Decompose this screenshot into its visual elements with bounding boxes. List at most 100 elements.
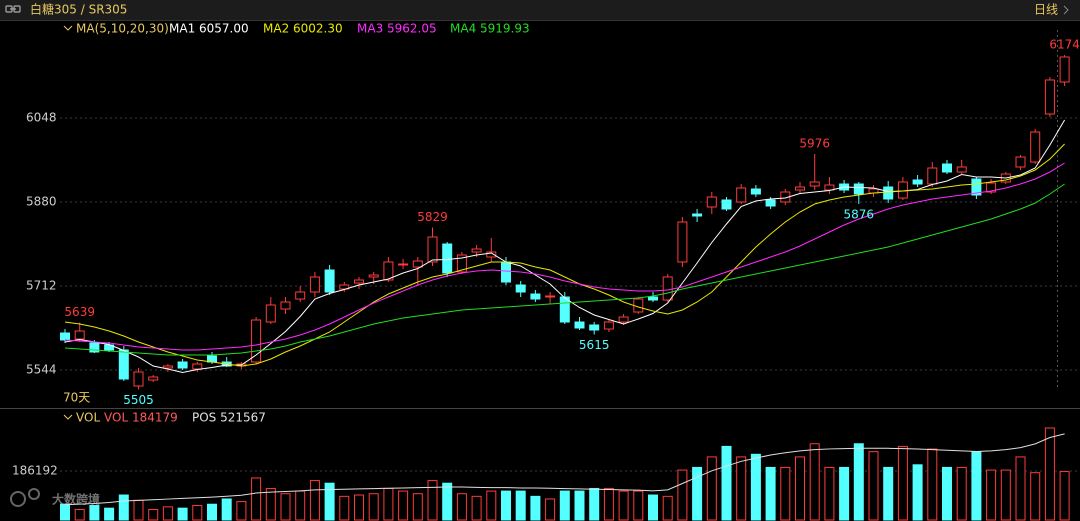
volume-bar [1015, 456, 1026, 521]
volume-bar [824, 466, 835, 521]
volume-bar [589, 487, 600, 521]
volume-bar [354, 494, 364, 521]
volume-bar [839, 466, 850, 521]
y-tick-label: 5712 [26, 279, 57, 293]
volume-bar [868, 451, 879, 521]
volume-bar [633, 490, 644, 521]
range-label: 70天 [63, 391, 90, 405]
volume-bar [515, 490, 526, 521]
volume-bar [765, 466, 776, 521]
volume-tick-label: 186192 [12, 464, 58, 478]
volume-bar [60, 503, 70, 521]
ma-line [64, 162, 1065, 351]
volume-bar [221, 498, 232, 521]
legend-entry: MA3 5962.05 [357, 22, 437, 36]
volume-bar [368, 493, 379, 521]
period-label: 日线 [1034, 3, 1058, 17]
candle-body [942, 163, 952, 173]
candle-body [251, 319, 262, 363]
candle-body [309, 276, 320, 293]
dropdown-arrow [63, 414, 73, 420]
volume-bar [1044, 427, 1055, 521]
candle-body [559, 296, 570, 323]
instrument-title: 白糖305 / SR305 [30, 2, 127, 17]
high-label: 6174 [1049, 38, 1080, 52]
candle-body [324, 269, 335, 293]
volume-bar [545, 498, 556, 521]
volume-bar [456, 493, 467, 521]
candle-body [118, 349, 129, 380]
candle-body [971, 178, 982, 196]
volume-bar [692, 466, 703, 521]
volume-bar [295, 490, 306, 521]
candle-body [956, 166, 967, 173]
high-label: 5829 [417, 210, 448, 224]
volume-bar [207, 503, 217, 521]
volume-bar [251, 477, 262, 521]
watermark: 大数跨境 [10, 488, 100, 507]
volume-bar [398, 490, 409, 521]
candle-body [692, 213, 703, 217]
candle-body [765, 199, 776, 207]
volume-bar [795, 456, 805, 521]
volume-bar [897, 445, 908, 521]
volume-bar [74, 508, 85, 521]
volume-bar [853, 443, 864, 521]
volume-bar [912, 464, 923, 521]
volume-bar [574, 490, 585, 521]
legend-entry: MA2 6002.30 [263, 22, 343, 36]
volume-bar [118, 494, 129, 521]
candle-body [986, 182, 997, 193]
volume-bar [412, 493, 423, 521]
volume-bar [486, 490, 497, 521]
volume-bar [809, 443, 820, 521]
volume-bar [677, 469, 688, 521]
candle-body [750, 188, 761, 195]
candle-body [148, 376, 159, 381]
candle-body [736, 187, 747, 203]
candle-body [809, 181, 820, 187]
candle-body [295, 291, 306, 300]
volume-label: VOL [76, 411, 100, 425]
candle-body [74, 330, 85, 340]
candle-body [368, 274, 379, 278]
volume-bar [662, 495, 673, 521]
volume-bar [383, 487, 394, 521]
volume-bar [1059, 471, 1070, 521]
candle-body [192, 363, 203, 370]
volume-bar [162, 506, 173, 521]
candle-body [574, 321, 585, 329]
top-bar [0, 0, 1080, 20]
ma-line [64, 143, 1065, 367]
high-label: 5639 [64, 305, 95, 319]
marks: 5544 5712 5880 6048 186192 MA1 6057.00 MA2 600… [12, 22, 1080, 521]
watermark-text: 大数跨境 [52, 492, 100, 507]
volume-bar [1030, 472, 1041, 521]
volume-bar [148, 508, 159, 521]
volume-bar [971, 451, 982, 521]
volume-bar [780, 466, 791, 521]
volume-bar [750, 453, 761, 521]
volume-bar [1000, 469, 1011, 521]
volume-bar [559, 490, 570, 521]
volume-bar [89, 505, 100, 521]
candle-body [398, 263, 409, 266]
volume-bar [721, 445, 732, 521]
candle-body [1059, 56, 1070, 83]
high-label: 5976 [799, 137, 830, 151]
candle-body [177, 361, 188, 369]
candle-body [89, 342, 100, 353]
candle-body [1044, 79, 1055, 115]
candle-body [354, 279, 364, 284]
low-label: 5615 [579, 338, 610, 352]
volume-bar [177, 507, 188, 521]
candle-body [1030, 131, 1041, 163]
volume-bar [736, 456, 747, 521]
volume-bar [530, 495, 541, 521]
volume-bar [956, 466, 967, 521]
candle-body [662, 276, 673, 301]
candle-body [515, 284, 526, 293]
low-label: 5876 [844, 208, 875, 222]
volume-bar [706, 456, 717, 521]
